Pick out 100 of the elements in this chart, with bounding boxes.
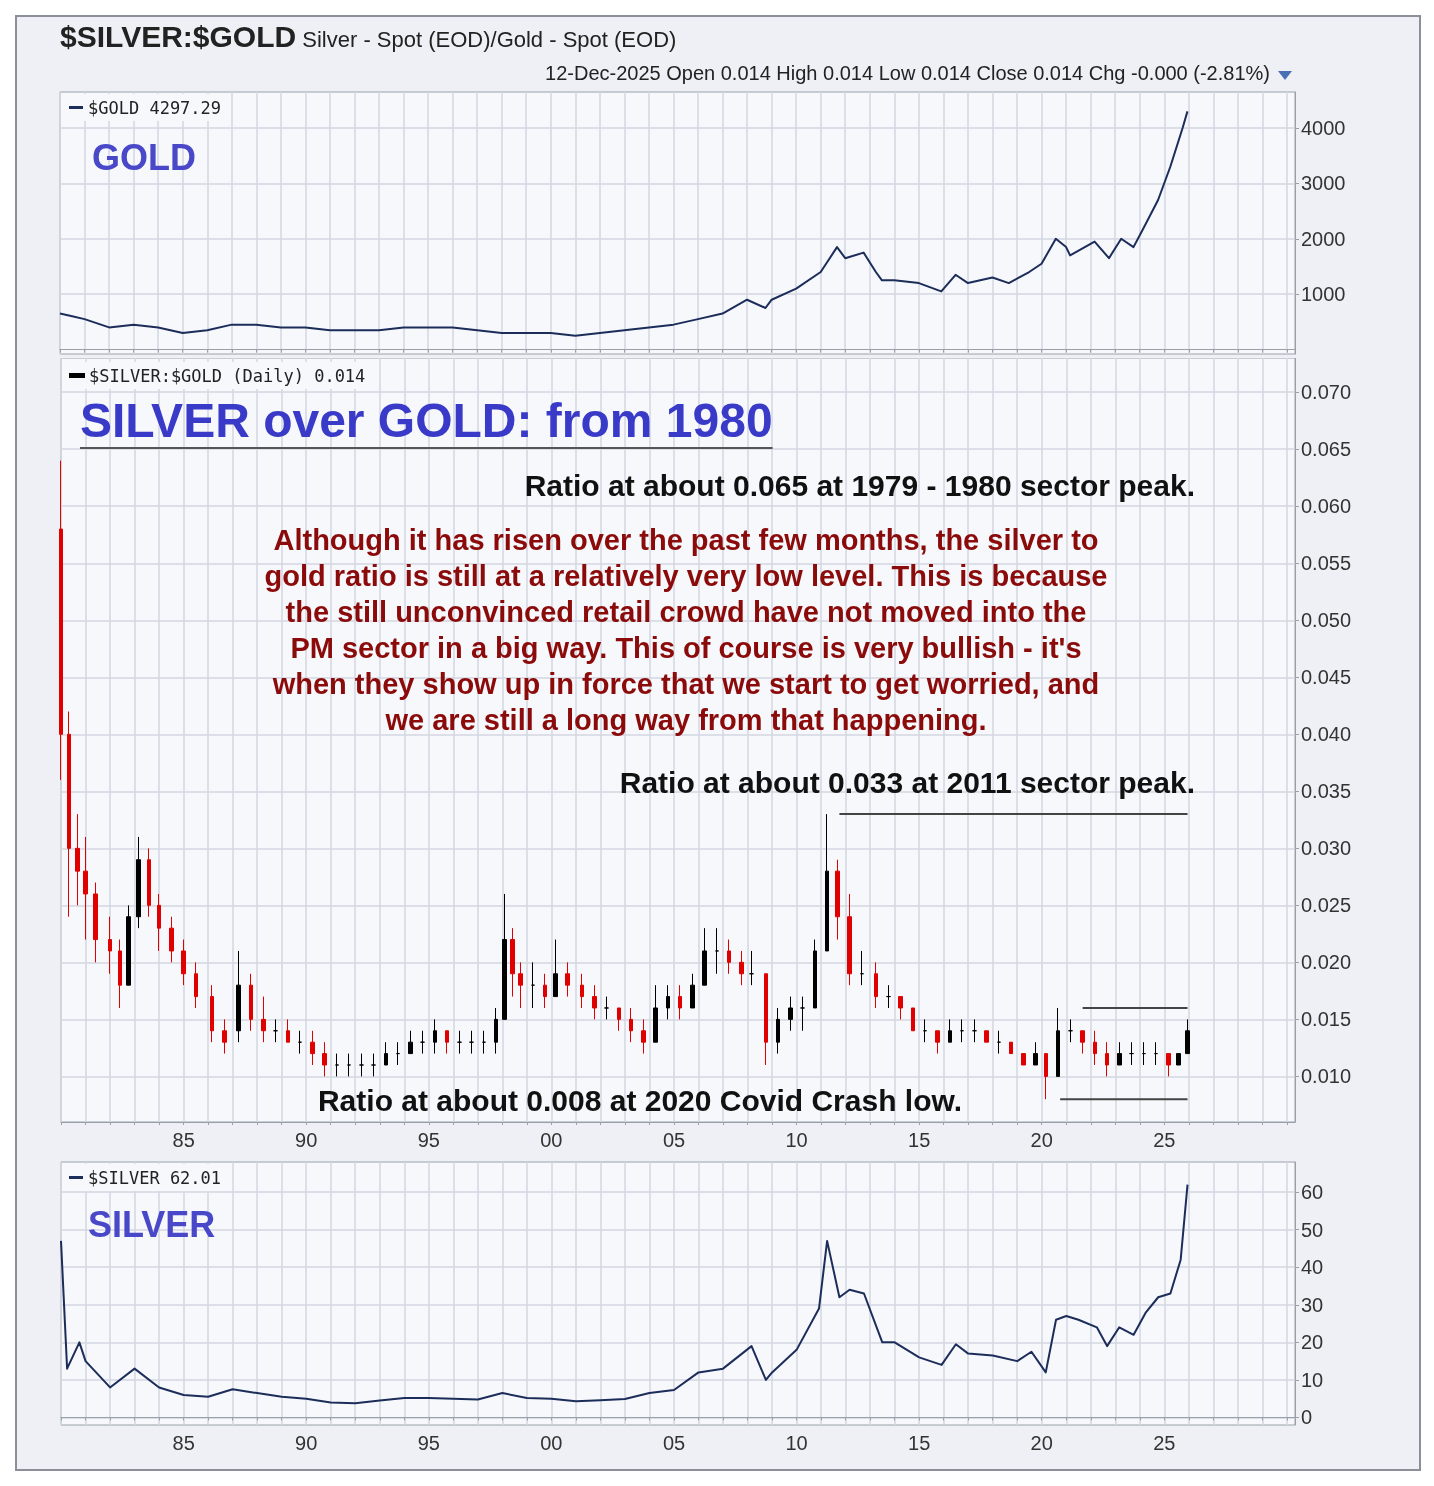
candlestick — [136, 836, 141, 929]
candlestick — [482, 1030, 486, 1055]
candlestick — [1068, 1018, 1073, 1043]
annotation: Although it has risen over the past few months, the silver to gold ratio is still at a relatively very low level. This is because the still unconvinced retail crowd have not moved into the PM sector in a big way. This of course is very bullish - it's when they show up in force that we start to get worried, and we are still a long way from that happening. — [264, 523, 1108, 738]
x-tick-label: 25 — [1153, 1432, 1176, 1454]
y-tick-label: 0.040 — [1301, 723, 1352, 746]
y-tick-label: 0.025 — [1301, 894, 1352, 917]
candlestick — [935, 1030, 940, 1055]
candlestick — [75, 813, 80, 906]
candlestick — [322, 1041, 327, 1077]
y-tick-label: 40 — [1301, 1256, 1324, 1279]
candlestick — [408, 1030, 413, 1055]
y-tick-label: 0.035 — [1301, 780, 1352, 803]
x-tick-label: 00 — [540, 1129, 563, 1151]
candlestick — [886, 984, 891, 1009]
candlestick — [510, 927, 515, 998]
candlestick — [553, 939, 558, 998]
candlestick — [67, 710, 71, 918]
x-tick-label: 25 — [1153, 1129, 1176, 1151]
candlestick — [1154, 1041, 1158, 1066]
candlestick — [433, 1018, 437, 1055]
candlestick — [445, 1030, 449, 1055]
candlestick — [972, 1018, 977, 1043]
x-tick-label: 10 — [785, 1129, 808, 1151]
y-tick-label: 0.065 — [1301, 438, 1352, 461]
y-tick-label: 10 — [1301, 1368, 1324, 1391]
candlestick — [494, 1007, 498, 1055]
y-tick-label: 0.070 — [1301, 381, 1352, 404]
candlestick — [690, 973, 695, 1009]
candlestick — [847, 893, 852, 986]
candlestick — [1056, 1007, 1060, 1077]
legend-label: $SILVER 62.01 — [88, 1167, 222, 1188]
candlestick — [749, 950, 754, 986]
candlestick — [310, 1030, 315, 1066]
candlestick — [666, 984, 670, 1020]
candlestick — [83, 836, 88, 941]
candlestick — [1021, 1053, 1026, 1066]
y-tick-label: 0.060 — [1301, 495, 1352, 518]
candlestick — [800, 996, 805, 1032]
candlestick — [118, 939, 122, 1009]
candlestick — [181, 939, 186, 986]
x-tick-label: 15 — [908, 1432, 931, 1454]
text: SILVER over GOLD: from 1980 — [80, 393, 773, 449]
y-tick-label: 0.020 — [1301, 951, 1352, 974]
y-tick-label: 60 — [1301, 1181, 1324, 1204]
candlestick — [739, 950, 744, 986]
candlestick — [502, 893, 507, 1020]
candlestick — [93, 882, 98, 963]
candlestick — [1105, 1041, 1109, 1077]
x-tick-label: 05 — [662, 1129, 686, 1151]
candlestick — [108, 916, 112, 975]
candlestick — [997, 1030, 1001, 1055]
x-tick-label: 85 — [172, 1129, 195, 1151]
candlestick — [1142, 1041, 1146, 1066]
candlestick — [335, 1053, 339, 1077]
candlestick — [518, 961, 523, 1009]
candlestick — [543, 973, 547, 1009]
candlestick — [1185, 1018, 1190, 1055]
candlestick — [1044, 1053, 1048, 1100]
y-tick-label: 2000 — [1301, 227, 1346, 250]
candlestick — [653, 984, 658, 1043]
y-tick-label: 0.050 — [1301, 609, 1352, 632]
candlestick — [157, 893, 161, 952]
candlestick — [194, 961, 198, 1009]
candlestick — [1093, 1030, 1097, 1066]
candlestick — [457, 1030, 462, 1055]
candlestick — [813, 939, 817, 1009]
x-tick-label: 95 — [417, 1432, 440, 1454]
legend-label: $SILVER:$GOLD (Daily) 0.014 — [89, 365, 366, 386]
annotation: GOLD — [92, 136, 196, 179]
candlestick — [923, 1018, 927, 1043]
y-tick-label: 0 — [1301, 1406, 1313, 1429]
candlestick — [1117, 1041, 1122, 1066]
candlestick — [948, 1018, 952, 1043]
candlestick — [273, 1018, 278, 1043]
candlestick — [617, 1007, 621, 1032]
x-tick-label: 90 — [295, 1432, 318, 1454]
x-tick-label: 20 — [1030, 1432, 1053, 1454]
candlestick — [629, 1007, 633, 1043]
candlestick — [641, 1018, 646, 1055]
y-tick-label: 4000 — [1301, 117, 1346, 139]
candlestick — [727, 939, 731, 975]
candlestick — [126, 904, 131, 986]
y-tick-label: 0.045 — [1301, 666, 1352, 689]
candlestick — [960, 1018, 964, 1043]
candlestick — [1176, 1053, 1181, 1066]
candlestick — [396, 1041, 400, 1066]
candlestick — [147, 847, 151, 918]
x-tick-label: 00 — [540, 1432, 563, 1454]
candlestick — [604, 996, 609, 1020]
y-tick-label: 0.010 — [1301, 1065, 1352, 1088]
x-tick-label: 95 — [417, 1129, 440, 1151]
y-tick-label: 50 — [1301, 1218, 1324, 1241]
candlestick — [286, 1018, 290, 1043]
y-tick-label: 0.030 — [1301, 837, 1352, 860]
candlestick — [1166, 1053, 1171, 1077]
candlestick — [249, 973, 253, 1032]
candlestick — [1080, 1030, 1085, 1055]
candlestick — [169, 916, 174, 963]
candlestick — [298, 1030, 302, 1055]
